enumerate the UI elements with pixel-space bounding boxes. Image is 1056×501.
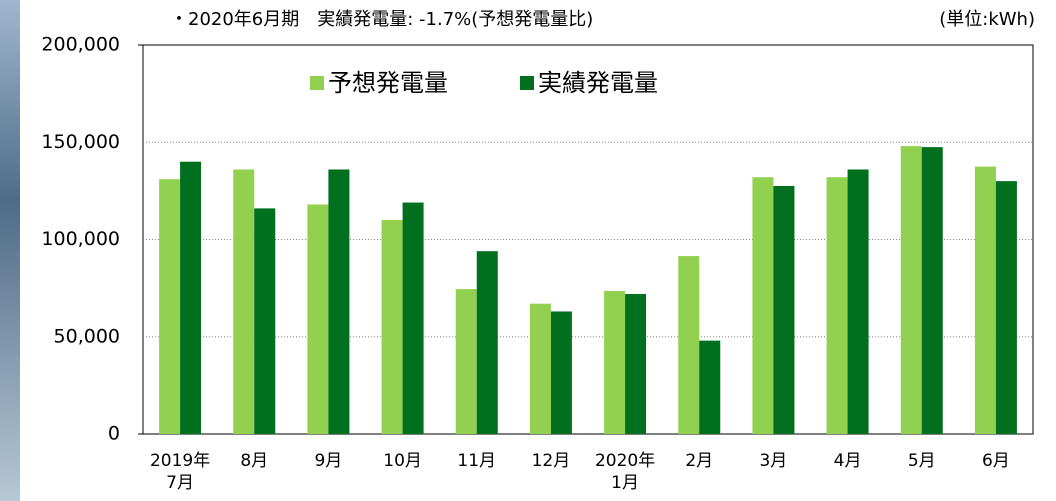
bar bbox=[180, 162, 201, 434]
y-tick-label: 100,000 bbox=[41, 228, 120, 250]
bar bbox=[328, 169, 349, 434]
chart-title: ・2020年6月期 実績発電量: -1.7%(予想発電量比) bbox=[170, 9, 593, 30]
y-tick-label: 0 bbox=[108, 423, 120, 445]
bar bbox=[456, 289, 477, 434]
bar bbox=[827, 177, 848, 434]
bar bbox=[159, 179, 180, 434]
bar bbox=[625, 294, 646, 434]
y-tick-label: 200,000 bbox=[41, 34, 120, 56]
legend-label: 予想発電量 bbox=[328, 69, 448, 97]
x-tick-label: 8月 bbox=[217, 450, 291, 472]
x-tick-label: 9月 bbox=[291, 450, 365, 472]
legend-label: 実績発電量 bbox=[538, 69, 658, 97]
bar bbox=[254, 208, 275, 434]
bar bbox=[382, 220, 403, 434]
bar bbox=[233, 169, 254, 434]
unit-label: (単位:kWh) bbox=[939, 9, 1035, 30]
bar bbox=[551, 311, 572, 434]
bar bbox=[530, 304, 551, 434]
x-tick-label: 2019年 7月 bbox=[143, 450, 217, 494]
y-tick-label: 150,000 bbox=[41, 131, 120, 153]
bar bbox=[975, 167, 996, 434]
x-tick-label: 10月 bbox=[366, 450, 440, 472]
y-tick-label: 50,000 bbox=[54, 325, 120, 347]
bar bbox=[922, 147, 943, 434]
x-tick-label: 6月 bbox=[959, 450, 1033, 472]
x-tick-label: 3月 bbox=[736, 450, 810, 472]
x-tick-label: 2020年 1月 bbox=[588, 450, 662, 494]
bar bbox=[477, 251, 498, 434]
x-tick-label: 5月 bbox=[885, 450, 959, 472]
bar bbox=[604, 291, 625, 434]
bar bbox=[307, 204, 328, 434]
chart: ・2020年6月期 実績発電量: -1.7%(予想発電量比) (単位:kWh) … bbox=[0, 0, 1056, 501]
chart-page: ・2020年6月期 実績発電量: -1.7%(予想発電量比) (単位:kWh) … bbox=[0, 0, 1056, 501]
legend-swatch bbox=[520, 76, 534, 90]
x-tick-label: 4月 bbox=[811, 450, 885, 472]
x-tick-label: 11月 bbox=[440, 450, 514, 472]
bar bbox=[848, 169, 869, 434]
bar bbox=[996, 181, 1017, 434]
bar bbox=[403, 203, 424, 434]
bar bbox=[752, 177, 773, 434]
photo-strip bbox=[0, 0, 20, 501]
bar bbox=[901, 146, 922, 434]
x-tick-label: 2月 bbox=[662, 450, 736, 472]
x-tick-label: 12月 bbox=[514, 450, 588, 472]
bar bbox=[773, 186, 794, 434]
legend-swatch bbox=[310, 76, 324, 90]
bar bbox=[699, 341, 720, 434]
bar bbox=[678, 256, 699, 434]
